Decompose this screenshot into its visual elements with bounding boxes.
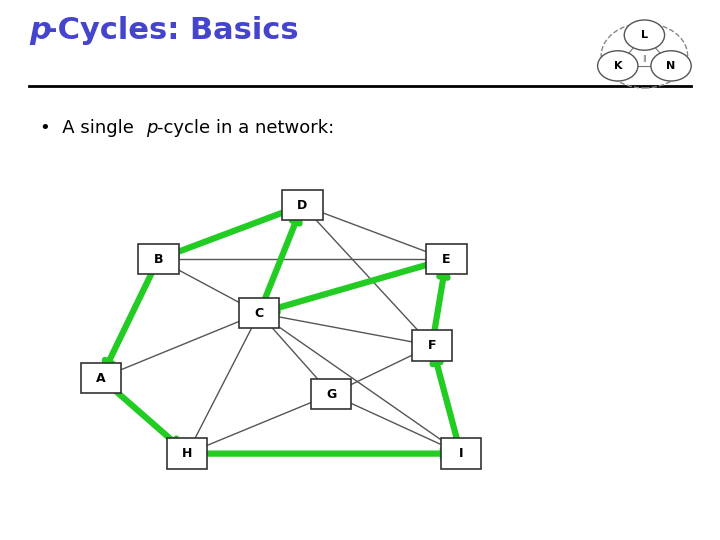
Text: L: L [641, 30, 648, 40]
Circle shape [598, 51, 638, 81]
Text: -cycle in a network:: -cycle in a network: [157, 119, 334, 137]
FancyBboxPatch shape [239, 298, 279, 328]
FancyBboxPatch shape [282, 190, 323, 220]
Text: F: F [428, 339, 436, 352]
Text: E: E [442, 253, 451, 266]
FancyBboxPatch shape [138, 244, 179, 274]
Text: K: K [613, 61, 622, 71]
Text: N: N [667, 61, 675, 71]
FancyBboxPatch shape [441, 438, 481, 469]
Text: •  A single: • A single [40, 119, 139, 137]
Text: G: G [326, 388, 336, 401]
FancyBboxPatch shape [311, 379, 351, 409]
FancyBboxPatch shape [167, 438, 207, 469]
FancyBboxPatch shape [426, 244, 467, 274]
Text: p: p [29, 16, 50, 45]
Circle shape [624, 20, 665, 50]
Circle shape [651, 51, 691, 81]
Text: I: I [459, 447, 463, 460]
Text: -Cycles: Basics: -Cycles: Basics [45, 16, 298, 45]
FancyBboxPatch shape [81, 363, 121, 393]
FancyBboxPatch shape [412, 330, 452, 361]
Text: p: p [146, 119, 158, 137]
Text: C: C [255, 307, 264, 320]
Text: B: B [153, 253, 163, 266]
Text: H: H [182, 447, 192, 460]
Text: D: D [297, 199, 307, 212]
Text: ||: || [642, 55, 647, 62]
Text: A: A [96, 372, 106, 384]
